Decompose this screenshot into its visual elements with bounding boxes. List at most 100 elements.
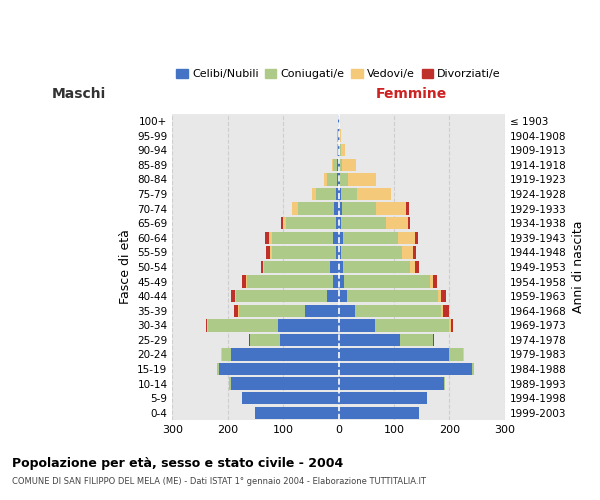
Bar	[338, 378, 444, 390]
Bar	[336, 217, 338, 230]
Text: Maschi: Maschi	[52, 88, 106, 102]
Bar	[236, 290, 328, 302]
Bar	[338, 217, 341, 230]
Bar	[286, 217, 336, 230]
Bar	[338, 392, 427, 404]
Bar	[337, 144, 338, 156]
Bar	[256, 406, 338, 419]
Bar	[333, 158, 337, 171]
Bar	[443, 304, 449, 317]
Bar	[230, 378, 338, 390]
Bar	[338, 173, 340, 186]
Bar	[235, 304, 238, 317]
Bar	[358, 188, 391, 200]
Bar	[229, 378, 230, 390]
Y-axis label: Anni di nascita: Anni di nascita	[572, 220, 585, 313]
Bar	[316, 188, 336, 200]
Bar	[263, 260, 264, 273]
Bar	[292, 202, 298, 215]
Bar	[247, 276, 333, 287]
Bar	[338, 290, 347, 302]
Bar	[344, 276, 430, 287]
Bar	[278, 319, 338, 332]
Bar	[272, 232, 333, 244]
Text: Popolazione per età, sesso e stato civile - 2004: Popolazione per età, sesso e stato civil…	[12, 458, 343, 470]
Bar	[355, 304, 441, 317]
Bar	[338, 319, 374, 332]
Bar	[334, 202, 338, 215]
Bar	[338, 334, 400, 346]
Bar	[271, 246, 272, 258]
Bar	[338, 276, 344, 287]
Bar	[338, 202, 343, 215]
Bar	[264, 260, 330, 273]
Bar	[403, 246, 413, 258]
Bar	[261, 260, 263, 273]
Bar	[265, 232, 269, 244]
Bar	[406, 202, 409, 215]
Bar	[463, 348, 464, 360]
Bar	[338, 188, 341, 200]
Bar	[217, 363, 220, 376]
Bar	[338, 232, 343, 244]
Bar	[343, 202, 376, 215]
Bar	[328, 290, 338, 302]
Bar	[415, 260, 419, 273]
Bar	[338, 158, 340, 171]
Bar	[449, 348, 463, 360]
Bar	[449, 319, 451, 332]
Bar	[433, 334, 434, 346]
Bar	[246, 276, 247, 287]
Bar	[343, 158, 356, 171]
Bar	[343, 260, 410, 273]
Bar	[230, 290, 235, 302]
Bar	[338, 406, 419, 419]
Bar	[338, 304, 355, 317]
Bar	[398, 232, 415, 244]
Bar	[238, 304, 239, 317]
Bar	[341, 217, 386, 230]
Bar	[242, 392, 338, 404]
Legend: Celibi/Nubili, Coniugati/e, Vedovi/e, Divorziati/e: Celibi/Nubili, Coniugati/e, Vedovi/e, Di…	[172, 64, 505, 84]
Text: COMUNE DI SAN FILIPPO DEL MELA (ME) - Dati ISTAT 1° gennaio 2004 - Elaborazione : COMUNE DI SAN FILIPPO DEL MELA (ME) - Da…	[12, 478, 426, 486]
Bar	[324, 173, 327, 186]
Bar	[206, 319, 207, 332]
Bar	[332, 158, 333, 171]
Bar	[221, 348, 222, 360]
Text: Femmine: Femmine	[376, 88, 448, 102]
Bar	[312, 188, 316, 200]
Bar	[340, 158, 343, 171]
Bar	[340, 173, 348, 186]
Bar	[250, 334, 280, 346]
Bar	[338, 348, 449, 360]
Bar	[347, 290, 439, 302]
Bar	[283, 217, 286, 230]
Bar	[337, 173, 338, 186]
Bar	[222, 348, 230, 360]
Bar	[430, 276, 433, 287]
Bar	[298, 202, 334, 215]
Bar	[386, 217, 408, 230]
Bar	[339, 144, 341, 156]
Bar	[249, 334, 250, 346]
Bar	[338, 363, 472, 376]
Bar	[415, 232, 418, 244]
Bar	[408, 217, 410, 230]
Bar	[338, 260, 343, 273]
Bar	[281, 217, 283, 230]
Bar	[343, 232, 398, 244]
Bar	[337, 158, 338, 171]
Bar	[441, 290, 446, 302]
Bar	[272, 246, 336, 258]
Bar	[305, 304, 338, 317]
Bar	[280, 334, 338, 346]
Bar	[330, 260, 338, 273]
Bar	[451, 319, 453, 332]
Bar	[444, 378, 445, 390]
Bar	[327, 173, 337, 186]
Bar	[242, 276, 246, 287]
Bar	[333, 232, 338, 244]
Y-axis label: Fasce di età: Fasce di età	[119, 230, 131, 304]
Bar	[333, 276, 338, 287]
Bar	[340, 130, 341, 142]
